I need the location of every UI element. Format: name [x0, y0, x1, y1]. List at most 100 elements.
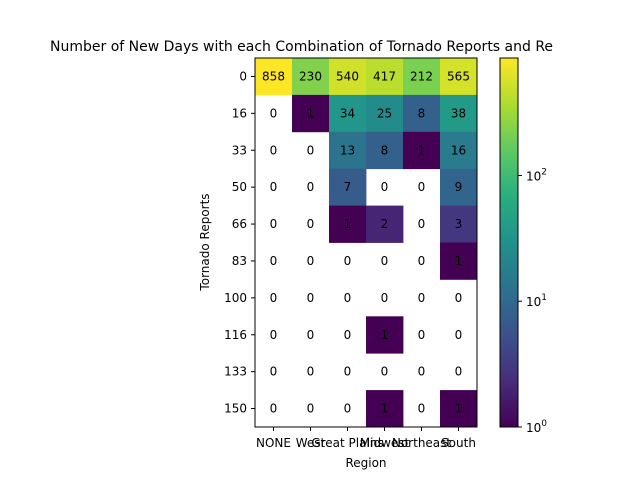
cell-value-label: 7 — [344, 180, 352, 194]
cell-value-label: 1 — [455, 254, 463, 268]
colorbar-tick-label: 100 — [526, 419, 547, 435]
cell-value-label: 0 — [381, 365, 389, 379]
cell-value-label: 0 — [270, 291, 278, 305]
y-tick-label: 66 — [232, 217, 247, 231]
heatmap-cell — [440, 94, 478, 133]
cell-value-label: 1 — [307, 106, 315, 120]
y-axis-label: Tornado Reports — [198, 193, 212, 291]
heatmap-cell — [440, 242, 478, 280]
cell-value-label: 0 — [307, 328, 315, 342]
x-tick-label: South — [441, 436, 476, 450]
cell-value-label: 0 — [344, 254, 352, 268]
cell-value-label: 0 — [270, 254, 278, 268]
cell-value-label: 0 — [344, 365, 352, 379]
cell-value-label: 858 — [262, 69, 285, 83]
heatmap-cell — [440, 205, 478, 243]
heatmap-cell — [403, 58, 441, 96]
cell-value-label: 0 — [455, 365, 463, 379]
y-tick-label: 16 — [232, 106, 247, 120]
cell-value-label: 0 — [381, 254, 389, 268]
cell-value-label: 0 — [381, 180, 389, 194]
cell-value-label: 2 — [381, 217, 389, 231]
cell-value-label: 0 — [455, 328, 463, 342]
cell-value-label: 0 — [418, 291, 426, 305]
cell-value-label: 0 — [307, 217, 315, 231]
cell-value-label: 16 — [451, 143, 466, 157]
heatmap-cell — [292, 94, 330, 133]
cell-value-label: 0 — [270, 328, 278, 342]
cell-value-label: 8 — [381, 143, 389, 157]
x-tick-label: NONE — [256, 436, 291, 450]
y-tick-label: 116 — [224, 328, 247, 342]
cell-value-label: 0 — [307, 254, 315, 268]
heatmap-cell — [440, 390, 478, 428]
cell-value-label: 13 — [340, 143, 355, 157]
cell-value-label: 0 — [381, 291, 389, 305]
heatmap-cell — [366, 58, 404, 96]
x-tick-label: Midwest — [360, 436, 410, 450]
heatmap-cell — [366, 131, 404, 170]
cell-value-label: 0 — [307, 291, 315, 305]
x-tick-label: Great Plains — [311, 436, 383, 450]
cell-value-label: 3 — [455, 217, 463, 231]
cell-value-label: 0 — [270, 217, 278, 231]
cell-value-label: 565 — [447, 69, 470, 83]
heatmap-cell — [366, 390, 404, 428]
cell-value-label: 0 — [270, 402, 278, 416]
cell-value-label: 38 — [451, 106, 466, 120]
colorbar-tick-label: 102 — [526, 167, 547, 183]
heatmap-cell — [329, 131, 367, 170]
cell-value-label: 0 — [307, 143, 315, 157]
cell-value-label: 0 — [418, 365, 426, 379]
colorbar-gradient — [499, 57, 519, 428]
colorbar-ticks: 100 101 102 — [518, 167, 547, 435]
chart-title: Number of New Days with each Combination… — [50, 39, 553, 55]
cell-value-label: 0 — [418, 402, 426, 416]
cell-value-label: 0 — [307, 402, 315, 416]
cell-value-label: 0 — [270, 143, 278, 157]
heatmap-cell — [440, 131, 478, 170]
cell-value-label: 1 — [344, 217, 352, 231]
y-tick-label: 50 — [232, 180, 247, 194]
cell-value-label: 0 — [418, 254, 426, 268]
cell-value-label: 0 — [455, 291, 463, 305]
cell-value-label: 1 — [455, 402, 463, 416]
cell-value-label: 9 — [455, 180, 463, 194]
heatmap-cell — [292, 58, 330, 96]
cell-value-label: 0 — [270, 180, 278, 194]
cell-value-label: 0 — [344, 291, 352, 305]
colorbar-tick-label: 101 — [526, 293, 547, 309]
cell-value-label: 540 — [336, 69, 359, 83]
heatmap-cell — [329, 168, 367, 206]
colorbar: 100 101 102 — [499, 57, 547, 435]
cell-value-label: 212 — [410, 69, 433, 83]
cell-value-label: 0 — [270, 365, 278, 379]
y-tick-label: 133 — [224, 365, 247, 379]
y-tick-label: 0 — [239, 69, 247, 83]
cell-value-label: 417 — [373, 69, 396, 83]
heatmap-cell — [366, 316, 404, 354]
heatmap-cell — [403, 94, 441, 133]
heatmap-cell — [366, 205, 404, 243]
heatmap-cell — [366, 94, 404, 133]
y-axis-ticks: 0 16 33 50 66 83 100 116 133 150 — [224, 69, 255, 416]
cell-value-label: 0 — [344, 402, 352, 416]
cell-value-label: 25 — [377, 106, 392, 120]
cell-value-label: 0 — [344, 328, 352, 342]
heatmap-cell — [440, 58, 478, 96]
cell-value-label: 0 — [307, 365, 315, 379]
heatmap-cell — [440, 168, 478, 206]
cell-value-label: 0 — [307, 180, 315, 194]
cell-value-label: 0 — [418, 217, 426, 231]
heatmap-cell — [329, 205, 367, 243]
cell-value-label: 230 — [299, 69, 322, 83]
cell-value-label: 1 — [381, 402, 389, 416]
cell-value-label: 1 — [418, 143, 426, 157]
heatmap-cell — [329, 94, 367, 133]
x-tick-label: West — [296, 436, 326, 450]
cell-value-label: 8 — [418, 106, 426, 120]
y-tick-label: 150 — [224, 402, 247, 416]
cell-value-label: 0 — [418, 328, 426, 342]
